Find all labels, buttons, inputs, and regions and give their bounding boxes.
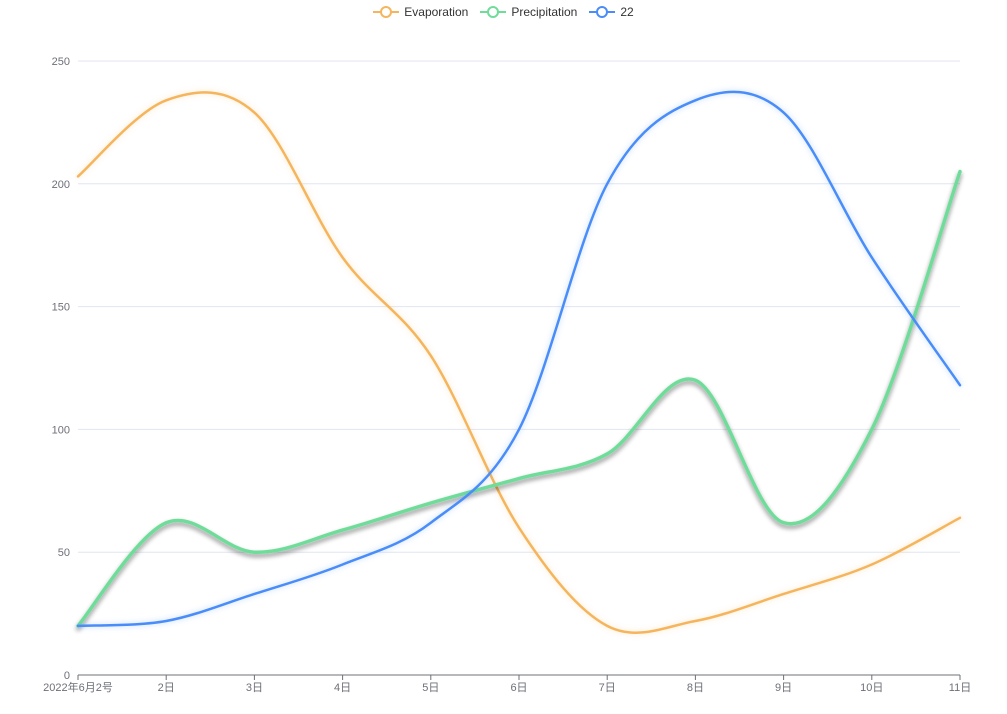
y-tick-label: 0 [64, 670, 70, 682]
data-point-22[interactable] [340, 561, 346, 567]
series-line-precipitation[interactable] [76, 169, 962, 628]
data-point-evaporation[interactable] [251, 110, 257, 116]
data-point-22[interactable] [869, 254, 875, 260]
y-tick-label: 100 [52, 424, 70, 436]
data-point-precipitation[interactable] [163, 520, 169, 526]
data-point-precipitation[interactable] [340, 527, 346, 533]
legend-swatch-series-22 [589, 6, 616, 18]
data-point-evaporation[interactable] [163, 97, 169, 103]
legend-item-precipitation[interactable]: Precipitation [480, 5, 577, 19]
y-tick-label: 50 [58, 547, 70, 559]
data-point-precipitation[interactable] [251, 549, 257, 555]
x-tick-label: 9日 [775, 682, 792, 694]
data-point-22[interactable] [781, 110, 787, 116]
data-point-precipitation[interactable] [957, 169, 963, 175]
series-precipitation [76, 169, 963, 628]
y-tick-label: 200 [52, 179, 70, 191]
data-point-evaporation[interactable] [75, 173, 81, 179]
data-point-precipitation[interactable] [516, 476, 522, 482]
data-point-evaporation[interactable] [869, 561, 875, 567]
data-point-22[interactable] [516, 426, 522, 432]
x-tick-label: 10日 [860, 682, 883, 694]
data-point-evaporation[interactable] [516, 525, 522, 531]
x-tick-label: 2022年6月2号 [43, 680, 113, 694]
data-point-22[interactable] [428, 520, 434, 526]
series-line-evaporation[interactable] [76, 91, 962, 634]
data-point-evaporation[interactable] [340, 254, 346, 260]
data-point-22[interactable] [957, 382, 963, 388]
series-layer [75, 90, 963, 634]
x-tick-label: 6日 [510, 682, 527, 694]
axis-layer: 0 50 100 150 200 250 2022年6月2号 2日 3日 4日 5日 6日 7日 8日 9日… [43, 56, 971, 694]
legend-label-evaporation: Evaporation [404, 5, 469, 19]
legend-label-series-22: 22 [620, 5, 634, 19]
data-point-precipitation[interactable] [428, 500, 434, 506]
data-point-22[interactable] [75, 623, 81, 629]
series-22 [75, 90, 963, 629]
x-tick-label: 5日 [422, 682, 439, 694]
legend: Evaporation Precipitation 22 [0, 3, 1007, 21]
data-point-evaporation[interactable] [957, 515, 963, 521]
x-tick-label: 11日 [949, 682, 971, 694]
legend-item-series-22[interactable]: 22 [589, 5, 634, 19]
data-point-evaporation[interactable] [428, 353, 434, 359]
x-tick-label: 4日 [334, 682, 351, 694]
data-point-precipitation[interactable] [604, 451, 610, 457]
legend-item-evaporation[interactable]: Evaporation [373, 5, 468, 19]
series-line-22[interactable] [76, 90, 962, 628]
legend-label-precipitation: Precipitation [511, 5, 578, 19]
x-tick-label: 2日 [158, 682, 175, 694]
data-point-precipitation[interactable] [692, 377, 698, 383]
data-point-precipitation[interactable] [781, 520, 787, 526]
data-point-22[interactable] [251, 591, 257, 597]
legend-swatch-precipitation [480, 6, 507, 18]
series-evaporation [75, 91, 963, 634]
data-point-22[interactable] [692, 97, 698, 103]
data-point-evaporation[interactable] [604, 623, 610, 629]
data-point-evaporation[interactable] [781, 591, 787, 597]
x-tick-label: 8日 [687, 682, 704, 694]
data-point-22[interactable] [163, 618, 169, 624]
x-tick-label: 3日 [246, 682, 263, 694]
data-point-precipitation[interactable] [869, 426, 875, 432]
y-tick-label: 150 [52, 302, 70, 314]
grid-layer [78, 60, 960, 553]
data-point-evaporation[interactable] [692, 618, 698, 624]
y-tick-label: 250 [52, 56, 70, 68]
legend-swatch-evaporation [373, 6, 400, 18]
data-point-22[interactable] [604, 181, 610, 187]
x-tick-label: 7日 [599, 682, 616, 694]
